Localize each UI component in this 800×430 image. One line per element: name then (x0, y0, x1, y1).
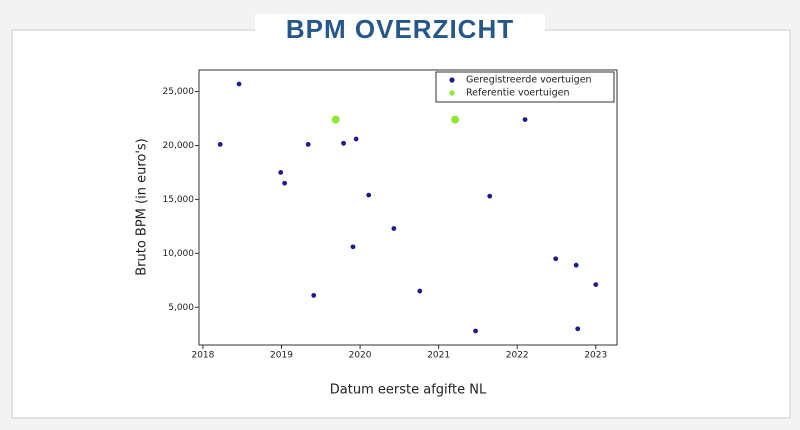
plot-area (198, 69, 618, 346)
y-tick-label: 20,000 (163, 141, 195, 151)
point (278, 170, 284, 175)
y-tick-label: 5,000 (168, 303, 194, 313)
x-tick-label: 2021 (427, 351, 450, 361)
x-tick-label: 2020 (349, 351, 372, 361)
point (417, 288, 423, 294)
legend-marker (449, 77, 455, 83)
y-tick-label: 10,000 (163, 249, 195, 259)
point (341, 140, 346, 146)
point (575, 326, 581, 332)
point (473, 328, 478, 334)
x-axis-label: Datum eerste afgifte NL (330, 383, 487, 398)
point (573, 262, 579, 268)
point (350, 244, 356, 250)
point (366, 192, 372, 198)
point (593, 282, 599, 288)
x-tick-label: 2018 (191, 351, 214, 361)
x-tick-label: 2022 (506, 351, 529, 361)
page-title: BPM OVERZICHT (286, 14, 514, 44)
point (236, 81, 242, 87)
point (305, 142, 311, 147)
legend-label: Referentie voertuigen (466, 88, 569, 99)
point (451, 115, 460, 124)
point (217, 142, 223, 147)
legend-box (435, 71, 615, 103)
point (282, 180, 288, 186)
x-tick-label: 2019 (270, 351, 293, 361)
point (553, 256, 559, 262)
legend-label: Geregistreerde voertuigen (466, 75, 592, 86)
y-tick-label: 15,000 (163, 195, 195, 205)
point (331, 115, 340, 124)
point (391, 226, 397, 231)
legend-marker (449, 90, 455, 96)
point (353, 136, 359, 142)
x-tick-label: 2023 (584, 351, 607, 361)
y-tick-label: 25,000 (163, 87, 195, 97)
point (311, 292, 317, 298)
point (522, 117, 528, 123)
title-backing (255, 14, 545, 46)
y-axis-label: Bruto BPM (in euro's) (135, 138, 150, 276)
point (487, 193, 493, 199)
